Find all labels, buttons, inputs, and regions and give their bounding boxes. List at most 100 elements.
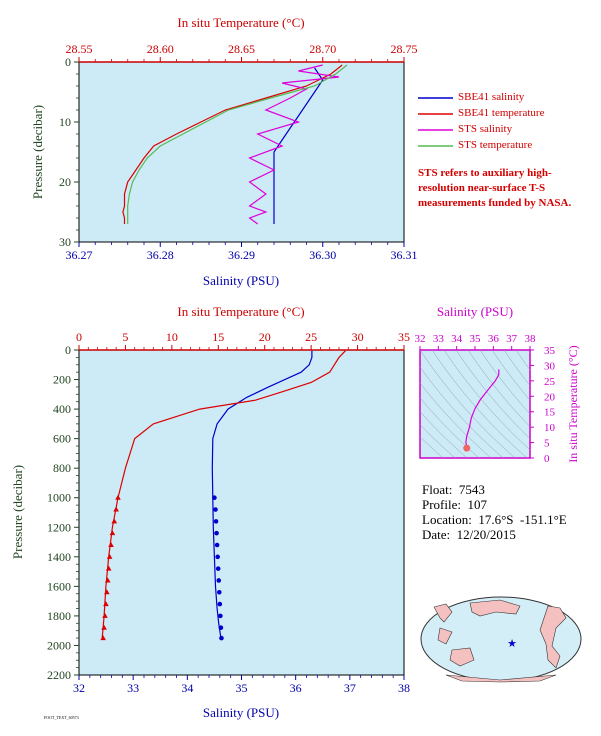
pressure-tick-label: 1000 [47, 491, 71, 505]
temp-tick-label: 5 [122, 330, 128, 344]
temperature-marker [109, 530, 116, 536]
top-sal-axis-label: Salinity (PSU) [203, 273, 279, 288]
footer-text: FOOT_TEXT_60573 [44, 715, 79, 720]
temp-tick-label: 15 [212, 330, 224, 344]
series-line-sbe41-salinity [273, 67, 324, 224]
salinity-tick-label: 36.31 [391, 248, 418, 262]
sts-note: STS refers to auxiliary high-resolution … [418, 167, 572, 209]
temperature-marker [106, 553, 113, 559]
series-line-sbe41-salinity [211, 350, 313, 639]
ts-temp-tick-label: 30 [544, 360, 556, 372]
temp-tick-label: 10 [166, 330, 178, 344]
isopycnal-contour [503, 350, 530, 387]
isopycnal-contour [479, 350, 530, 415]
salinity-tick-label: 35 [236, 681, 248, 695]
top-sal-ticks: 36.27 36.28 36.29 36.30 36.31 [66, 242, 418, 262]
salinity-marker [218, 613, 223, 619]
profile-number: Profile: 107 [422, 497, 487, 512]
salinity-marker [216, 578, 222, 583]
pressure-tick-label: 2200 [47, 668, 71, 682]
ts-diagram: 32 33 34 35 36 37 38 0 5 10 15 20 25 30 35 Salinity (… [415, 304, 581, 465]
map-land-antarctica [445, 674, 557, 683]
ts-top-axis-label: Salinity (PSU) [437, 304, 513, 319]
pressure-tick-label: 1600 [47, 579, 71, 593]
legend-label-sbe41-salinity: SBE41 salinity [458, 91, 525, 103]
temp-tick-label: 28.75 [391, 42, 418, 56]
top-pressure-axis-label: Pressure (decibar) [30, 105, 45, 199]
temp-tick-label: 20 [259, 330, 271, 344]
salinity-marker [217, 601, 223, 607]
salinity-marker [219, 635, 224, 641]
legend-label-sts-temperature: STS temperature [458, 139, 533, 151]
legend-label-sts-salinity: STS salinity [458, 123, 513, 135]
ts-series [463, 369, 500, 452]
isopycnal-contour [515, 350, 530, 371]
isopycnal-contour [443, 350, 530, 451]
top-temp-ticks: 28.55 28.60 28.65 28.70 28.75 [66, 42, 418, 62]
isopycnal-contour [420, 436, 444, 458]
salinity-marker [215, 554, 220, 560]
temperature-marker [113, 506, 119, 512]
salinity-tick-label: 36.29 [228, 248, 255, 262]
ts-temp-tick-label: 25 [544, 376, 556, 388]
isopycnal-contour [420, 411, 468, 458]
temperature-marker [104, 577, 111, 583]
salinity-marker [215, 566, 221, 571]
bottom-pressure-axis-label: Pressure (decibar) [10, 465, 25, 559]
map-float-marker: ★ [507, 638, 517, 650]
temp-tick-label: 25 [305, 330, 317, 344]
pressure-tick-label: 10 [59, 115, 71, 129]
series-line-sts-temperature [127, 64, 348, 224]
isopycnal-contour [420, 366, 504, 458]
top-chart-series [122, 64, 348, 225]
temperature-marker [111, 518, 118, 524]
map-land-australia [449, 647, 475, 667]
pressure-tick-label: 200 [53, 373, 71, 387]
legend [418, 97, 453, 147]
salinity-marker [214, 530, 219, 536]
pressure-tick-label: 2000 [47, 638, 71, 652]
pressure-tick-label: 800 [53, 461, 71, 475]
temperature-marker [104, 589, 110, 595]
ts-temp-tick-label: 15 [544, 407, 556, 419]
bottom-pressure-ticks: 0 200 400 600 800 1000 1200 1400 1600 1800 2000 220… [47, 343, 79, 682]
ts-salinity-tick-label: 38 [525, 333, 537, 345]
isopycnal-contour [420, 350, 516, 458]
salinity-marker [213, 507, 218, 512]
ts-temp-tick-label: 5 [544, 438, 550, 450]
map-land-americas [433, 603, 567, 669]
top-chart: 28.55 28.60 28.65 28.70 28.75 36.27 36.28 36.2… [30, 15, 418, 288]
salinity-tick-label: 36.28 [147, 248, 174, 262]
temperature-marker [115, 494, 121, 500]
ts-temp-tick-label: 35 [544, 345, 556, 357]
ts-temp-tick-label: 0 [544, 453, 550, 465]
temperature-marker [102, 612, 108, 618]
pressure-tick-label: 20 [59, 175, 71, 189]
salinity-marker [212, 495, 217, 501]
map-land-eurasia [437, 599, 521, 645]
temp-tick-label: 30 [352, 330, 364, 344]
pressure-tick-label: 1400 [47, 550, 71, 564]
salinity-tick-label: 34 [181, 681, 193, 695]
isopycnal-contour [467, 350, 530, 428]
temp-tick-label: 28.65 [228, 42, 255, 56]
date: Date: 12/20/2015 [422, 527, 516, 542]
world-map: ★ [420, 596, 582, 683]
ts-salinity-tick-label: 32 [415, 333, 426, 345]
location: Location: 17.6°S -151.1°E [422, 512, 567, 527]
ts-salinity-ticks: 32 33 34 35 36 37 38 [415, 333, 537, 350]
bottom-temp-axis-label: In situ Temperature (°C) [177, 304, 304, 319]
bottom-plot-area [78, 349, 405, 676]
salinity-tick-label: 36.27 [66, 248, 93, 262]
ts-temp-tick-label: 20 [544, 391, 556, 403]
ts-salinity-tick-label: 36 [488, 333, 500, 345]
top-pressure-ticks: 0 10 20 30 [59, 55, 79, 249]
isopycnal-contour [420, 424, 456, 458]
series-line-sbe41-temperature [122, 64, 343, 224]
pressure-tick-label: 30 [59, 235, 71, 249]
pressure-tick-label: 600 [53, 432, 71, 446]
salinity-marker [214, 542, 220, 548]
bottom-temp-ticks: 0 5 10 15 20 25 30 35 [76, 330, 410, 350]
temp-tick-label: 0 [76, 330, 82, 344]
